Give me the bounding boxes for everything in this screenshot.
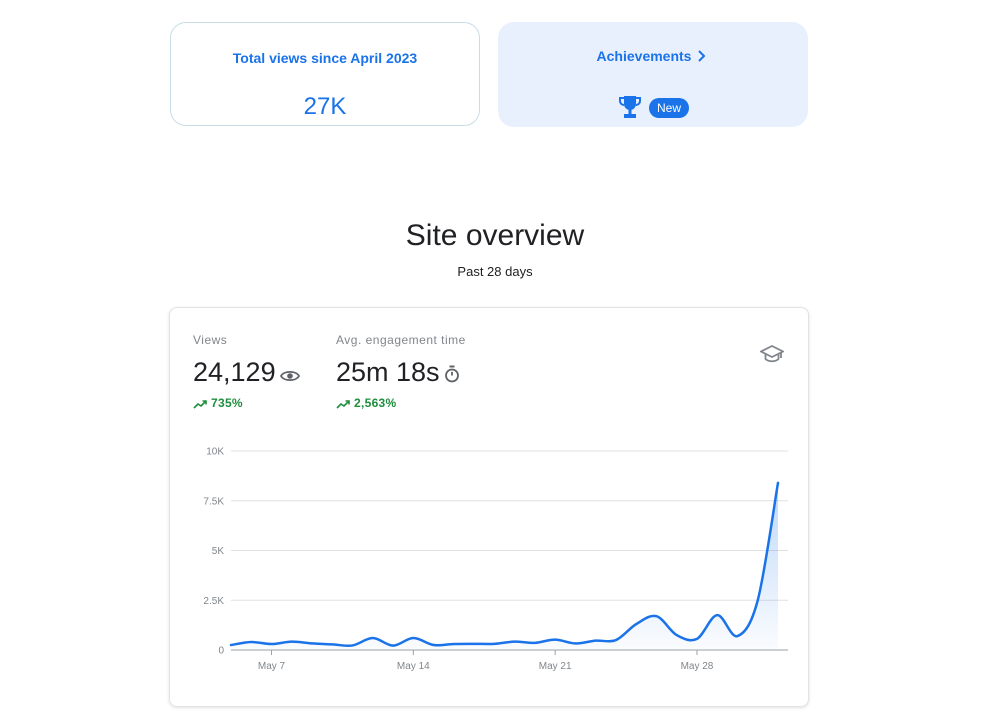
trophy-icon	[618, 94, 642, 125]
y-tick-label: 5K	[212, 546, 225, 557]
x-tick-label: May 21	[539, 661, 572, 672]
eye-icon	[276, 357, 300, 387]
y-tick-label: 2.5K	[203, 596, 224, 607]
section-subtitle: Past 28 days	[457, 264, 533, 279]
graduation-cap-icon[interactable]	[758, 344, 786, 369]
achievements-title: Achievements	[596, 48, 692, 64]
overview-card: Views 24,129 735% Avg. engagement time 2…	[169, 307, 809, 707]
total-views-value: 27K	[303, 93, 347, 120]
views-chart: 0 2.5K 5K 7.5K 10K May 7 May 14 May 21 May 28	[203, 447, 788, 672]
x-tick-label: May 7	[258, 661, 286, 672]
engagement-value: 25m 18s	[336, 356, 460, 388]
section-title: Site overview	[405, 219, 585, 252]
engagement-number: 25m 18s	[336, 357, 440, 387]
views-number: 24,129	[193, 357, 276, 387]
y-tick-label: 7.5K	[203, 496, 224, 507]
trending-up-icon	[193, 400, 207, 409]
views-change-value: 735%	[211, 396, 243, 410]
y-tick-label: 0	[218, 646, 224, 657]
x-tick-label: May 14	[397, 661, 430, 672]
achievements-title-row[interactable]: Achievements	[498, 48, 808, 67]
views-series-line	[229, 481, 780, 648]
new-badge: New	[649, 98, 690, 118]
timer-icon	[440, 357, 460, 387]
views-change: 735%	[193, 396, 243, 410]
y-tick-label: 10K	[206, 447, 224, 458]
views-label: Views	[193, 333, 228, 347]
chevron-right-icon	[695, 48, 709, 67]
achievements-card[interactable]: Achievements New	[498, 22, 808, 127]
total-views-card: Total views since April 2023 27K	[170, 22, 480, 126]
engagement-change: 2,563%	[336, 396, 397, 410]
engagement-change-value: 2,563%	[354, 396, 397, 410]
views-value: 24,129	[193, 356, 300, 388]
trending-up-icon	[336, 400, 350, 409]
x-tick-label: May 28	[681, 661, 714, 672]
views-area	[231, 482, 778, 650]
engagement-label: Avg. engagement time	[336, 333, 466, 347]
total-views-label: Total views since April 2023	[232, 50, 418, 66]
